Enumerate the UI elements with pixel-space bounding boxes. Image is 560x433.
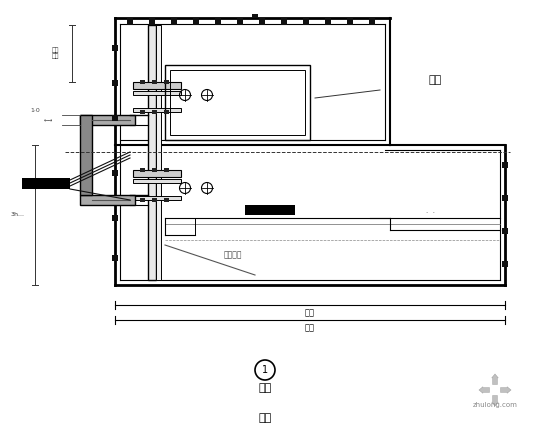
Bar — [164, 198, 169, 202]
Bar — [502, 261, 508, 267]
Bar — [215, 18, 221, 25]
Text: 粗料: 粗料 — [305, 323, 315, 333]
Text: 1·0: 1·0 — [30, 107, 40, 113]
Bar — [112, 215, 118, 221]
Bar — [152, 198, 157, 202]
Bar — [140, 168, 145, 172]
Text: 粗料: 粗料 — [305, 308, 315, 317]
Bar — [502, 195, 508, 201]
Text: 室内: 室内 — [428, 75, 442, 85]
FancyArrow shape — [492, 374, 498, 385]
Text: 室内: 室内 — [258, 413, 272, 423]
Bar — [127, 18, 133, 25]
Text: 1: 1 — [262, 365, 268, 375]
Bar — [164, 80, 169, 84]
Text: 铝板幕墙: 铝板幕墙 — [224, 251, 242, 259]
Bar — [112, 115, 118, 121]
Bar — [80, 115, 92, 195]
FancyArrow shape — [501, 387, 511, 393]
Bar — [325, 18, 331, 25]
Bar — [133, 91, 181, 95]
Bar — [140, 80, 145, 84]
Bar — [80, 195, 135, 205]
Text: ←→: ←→ — [43, 117, 53, 123]
Bar — [502, 162, 508, 168]
Bar — [259, 18, 265, 25]
Bar — [133, 170, 181, 177]
Bar — [152, 80, 157, 84]
Bar — [156, 25, 161, 280]
Bar — [112, 255, 118, 261]
Bar — [140, 198, 145, 202]
Bar — [148, 25, 156, 280]
Text: zhulong.com: zhulong.com — [473, 402, 517, 408]
Bar — [281, 18, 287, 25]
Text: ·  ·: · · — [426, 210, 435, 216]
Bar — [347, 18, 353, 25]
Bar — [237, 18, 243, 25]
Bar — [133, 108, 181, 112]
Bar — [245, 205, 295, 215]
Bar — [502, 228, 508, 234]
Bar — [164, 168, 169, 172]
Text: 3h...: 3h... — [11, 213, 25, 217]
Bar — [112, 170, 118, 176]
Bar — [133, 82, 181, 89]
Bar — [165, 65, 310, 140]
Bar — [149, 18, 155, 25]
FancyArrow shape — [479, 387, 489, 393]
Text: 楼层
高度: 楼层 高度 — [52, 47, 59, 59]
FancyArrow shape — [492, 395, 498, 406]
Bar — [170, 70, 305, 135]
Bar — [303, 18, 309, 25]
Bar — [164, 110, 169, 114]
Bar — [152, 168, 157, 172]
Bar — [22, 178, 70, 189]
Bar — [112, 80, 118, 86]
Bar — [133, 179, 181, 183]
Bar — [140, 110, 145, 114]
Bar — [152, 110, 157, 114]
Bar — [193, 18, 199, 25]
Bar — [369, 18, 375, 25]
Bar — [80, 115, 135, 125]
Bar — [133, 196, 181, 200]
Text: 室外: 室外 — [258, 383, 272, 393]
Bar — [252, 14, 258, 18]
Bar — [171, 18, 177, 25]
Bar — [112, 45, 118, 51]
